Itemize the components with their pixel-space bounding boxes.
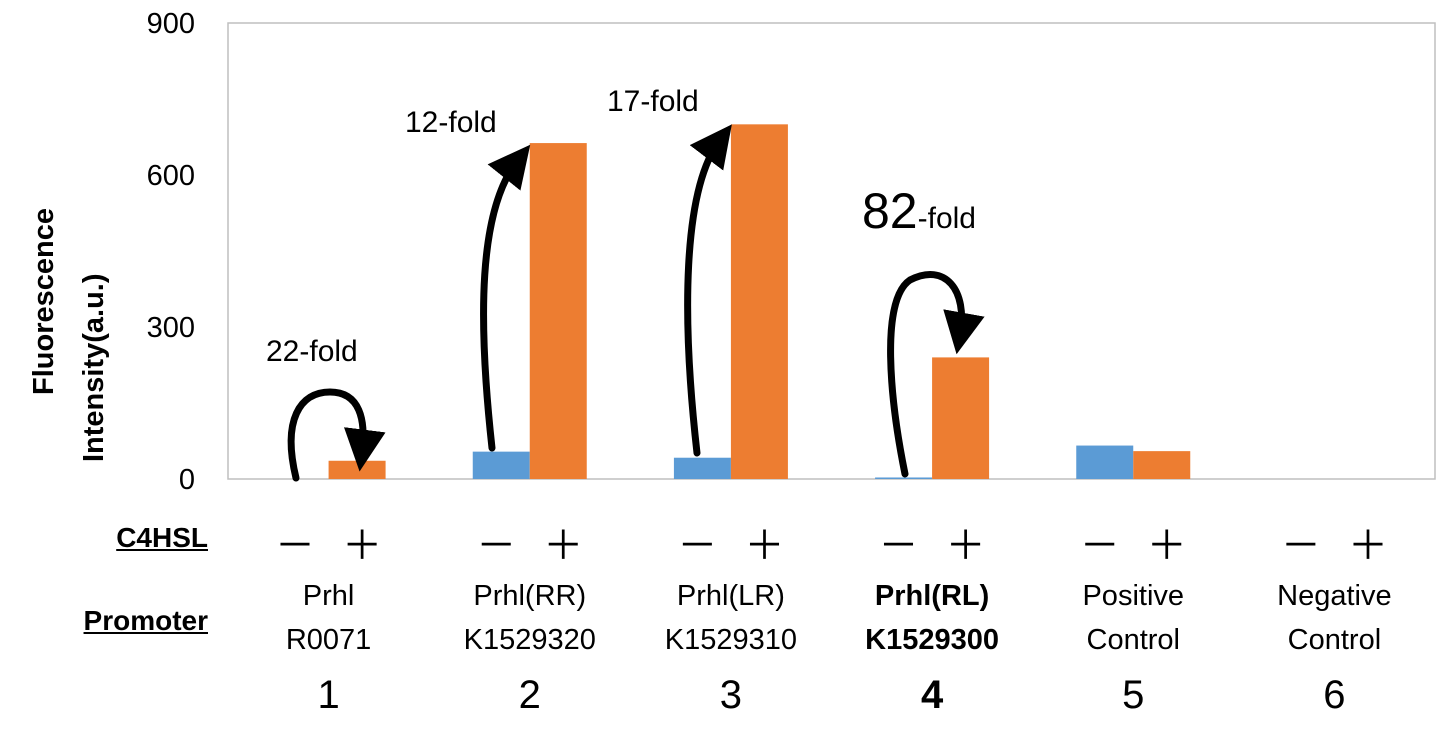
c4hsl-minus-plus: － ＋ bbox=[677, 524, 793, 568]
c4hsl-minus-plus: － ＋ bbox=[878, 524, 994, 568]
y-tick-label: 600 bbox=[147, 160, 195, 192]
promoter-label: Negative Control bbox=[1234, 574, 1434, 662]
promoter-name: Prhl(LR) bbox=[676, 580, 785, 612]
fold-label-1: 22-fold bbox=[266, 335, 358, 368]
c4hsl-minus-plus: － ＋ bbox=[1079, 524, 1195, 568]
promoter-part: Control bbox=[1287, 624, 1382, 656]
bar-minus-5 bbox=[1076, 445, 1134, 479]
fold-arrow-4 bbox=[887, 271, 985, 478]
group-number: 5 bbox=[1122, 673, 1145, 717]
c4hsl-minus-plus: － ＋ bbox=[1280, 524, 1396, 568]
fold-arrow-3 bbox=[684, 124, 732, 457]
bar-plus-4 bbox=[932, 357, 990, 479]
fold-value-big: 82 bbox=[862, 183, 918, 239]
promoter-name: Prhl bbox=[302, 580, 355, 612]
fold-label-4: 82-fold bbox=[862, 182, 976, 240]
fold-arrow-1 bbox=[287, 388, 386, 482]
promoter-part: K1529310 bbox=[664, 624, 798, 656]
y-axis-title-line2: Intensity(a.u.) bbox=[78, 273, 110, 462]
fold-label-2: 12-fold bbox=[405, 106, 497, 139]
promoter-label: Prhl(RL) K1529300 bbox=[832, 574, 1032, 662]
promoter-part: Control bbox=[1086, 624, 1181, 656]
promoter-part: K1529300 bbox=[865, 624, 999, 656]
fold-arrow-2 bbox=[480, 144, 531, 452]
bar-plus-2 bbox=[529, 143, 587, 479]
bar-minus-2 bbox=[472, 451, 530, 479]
promoter-name: Prhl(RL) bbox=[874, 580, 990, 612]
c4hsl-minus-plus: － ＋ bbox=[275, 524, 391, 568]
group-number: 2 bbox=[518, 673, 541, 717]
fold-label-3: 17-fold bbox=[607, 85, 699, 118]
promoter-name: Negative bbox=[1277, 580, 1392, 612]
bar-plus-5 bbox=[1133, 451, 1191, 479]
promoter-part: R0071 bbox=[285, 624, 372, 656]
bar-minus-4 bbox=[875, 477, 933, 479]
group-number: 4 bbox=[920, 673, 944, 717]
group-number: 1 bbox=[317, 673, 340, 717]
promoter-label: Prhl R0071 bbox=[229, 574, 429, 662]
fold-suffix: -fold bbox=[917, 202, 976, 235]
plot-area bbox=[227, 22, 1436, 480]
promoter-name: Prhl(RR) bbox=[473, 580, 587, 612]
c4hsl-row-label: C4HSL bbox=[116, 522, 208, 553]
promoter-name: Positive bbox=[1082, 580, 1185, 612]
promoter-part: K1529320 bbox=[463, 624, 596, 656]
promoter-row-label: Promoter bbox=[83, 605, 208, 636]
y-tick-label: 300 bbox=[147, 312, 195, 344]
c4hsl-minus-plus: － ＋ bbox=[476, 524, 592, 568]
y-tick-label: 900 bbox=[147, 8, 195, 40]
group-number: 6 bbox=[1323, 673, 1346, 717]
y-tick-label: 0 bbox=[179, 464, 195, 496]
promoter-label: Prhl(LR) K1529310 bbox=[631, 574, 831, 662]
promoter-label: Prhl(RR) K1529320 bbox=[430, 574, 630, 662]
y-axis-title-line1: Fluorescence bbox=[28, 208, 60, 395]
bar-plus-1 bbox=[328, 460, 386, 479]
bar-minus-3 bbox=[673, 457, 731, 479]
bar-plus-3 bbox=[730, 124, 788, 479]
promoter-label: Positive Control bbox=[1033, 574, 1233, 662]
group-number: 3 bbox=[719, 673, 743, 717]
